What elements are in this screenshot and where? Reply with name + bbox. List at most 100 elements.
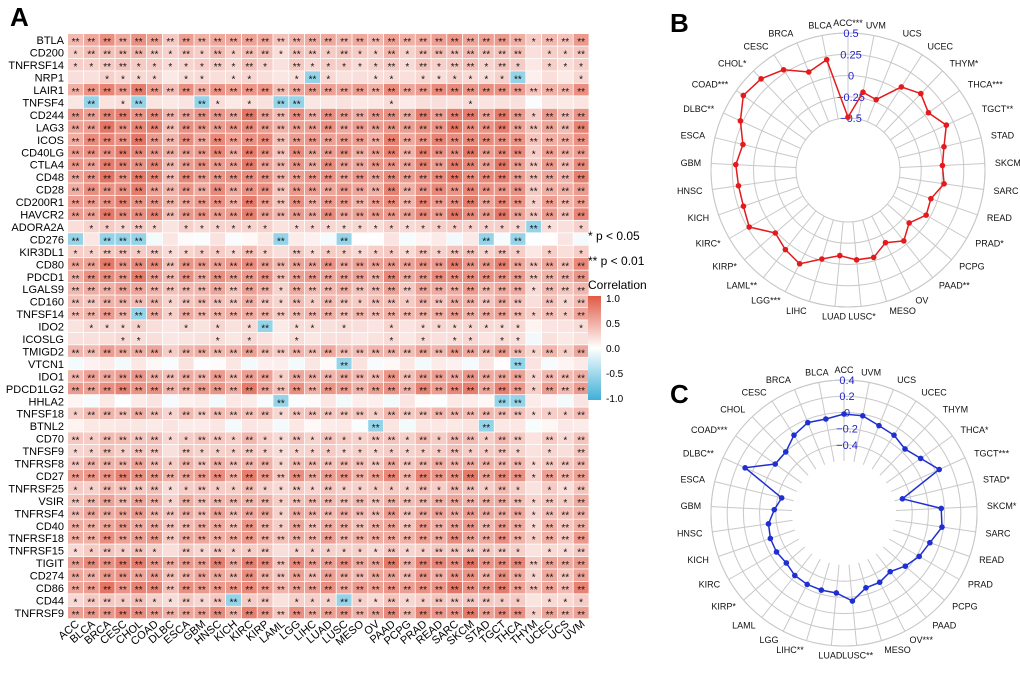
significance-mark: **	[103, 149, 111, 160]
significance-mark: **	[309, 386, 317, 397]
heatmap-cell	[352, 220, 368, 233]
heatmap-cell	[384, 146, 399, 158]
significance-mark: **	[135, 99, 143, 110]
heatmap-row-label: ICOSLG	[22, 334, 64, 346]
significance-mark: *	[390, 224, 394, 235]
heatmap-cell	[162, 407, 178, 420]
heatmap-cell	[68, 121, 83, 133]
heatmap-cell	[147, 283, 162, 295]
heatmap-cell	[526, 245, 542, 258]
heatmap-cell	[384, 208, 399, 220]
radar-axis-label: DLBC**	[683, 449, 715, 459]
significance-mark: **	[388, 124, 396, 135]
heatmap-cell	[194, 432, 210, 445]
heatmap-cell	[573, 320, 589, 332]
significance-mark: *	[200, 50, 204, 61]
significance-mark: **	[372, 348, 380, 359]
heatmap-cell	[115, 121, 131, 133]
significance-mark: **	[561, 112, 569, 123]
heatmap-cell	[415, 270, 431, 283]
heatmap-cell	[178, 233, 194, 245]
heatmap-cell	[557, 307, 573, 320]
significance-mark: **	[151, 485, 159, 496]
heatmap-cell	[352, 96, 368, 108]
significance-mark: **	[103, 249, 111, 260]
significance-mark: **	[419, 473, 427, 484]
heatmap-cell	[431, 108, 447, 121]
heatmap-cell	[431, 233, 447, 245]
heatmap-cell	[368, 357, 384, 370]
heatmap-cell	[178, 83, 194, 96]
heatmap-cell	[305, 469, 320, 482]
heatmap-cell	[83, 357, 99, 370]
heatmap-row-label: BTLA	[36, 35, 64, 47]
heatmap-row-label: VSIR	[38, 496, 64, 508]
heatmap-cell	[320, 382, 336, 395]
heatmap-cell	[431, 71, 447, 83]
heatmap-cell	[431, 258, 447, 270]
significance-mark: *	[548, 224, 552, 235]
significance-mark: **	[182, 87, 190, 98]
significance-mark: **	[214, 62, 222, 73]
significance-mark: **	[245, 249, 253, 260]
radar-axis-label: TGCT**	[982, 104, 1014, 114]
significance-mark: **	[546, 212, 554, 223]
significance-mark: *	[484, 324, 488, 335]
heatmap-cell	[368, 295, 384, 308]
radar-axis-label: LAML	[732, 620, 756, 630]
significance-mark: *	[311, 249, 315, 260]
heatmap-cell	[542, 121, 557, 133]
heatmap-cell	[526, 71, 542, 83]
heatmap-cell	[463, 469, 478, 482]
heatmap-cell	[305, 121, 320, 133]
heatmap-cell	[241, 295, 257, 308]
significance-mark: **	[230, 386, 238, 397]
heatmap-cell	[447, 258, 463, 270]
radar-axis-label: THCA***	[968, 80, 1004, 90]
significance-mark: **	[72, 124, 80, 135]
heatmap-cell	[463, 245, 478, 258]
heatmap-cell	[478, 395, 494, 407]
significance-mark: **	[72, 112, 80, 123]
heatmap-cell	[83, 245, 99, 258]
significance-mark: **	[309, 50, 317, 61]
significance-mark: *	[326, 50, 330, 61]
heatmap-cell	[178, 332, 194, 345]
significance-mark: *	[89, 62, 93, 73]
heatmap-cell	[478, 469, 494, 482]
significance-mark: **	[435, 149, 443, 160]
significance-mark: **	[419, 62, 427, 73]
significance-mark: *	[532, 149, 536, 160]
heatmap-cell	[99, 320, 115, 332]
significance-mark: **	[577, 386, 585, 397]
significance-mark: **	[419, 199, 427, 210]
significance-mark: **	[135, 187, 143, 198]
radar-axis-label: STAD	[991, 130, 1015, 140]
heatmap-cell	[241, 170, 257, 183]
heatmap-cell	[336, 295, 352, 308]
heatmap-cell	[83, 332, 99, 345]
heatmap-cell	[178, 295, 194, 308]
heatmap-cell	[115, 332, 131, 345]
panel-letter-c: C	[670, 379, 689, 409]
significance-mark: **	[577, 187, 585, 198]
significance-mark: **	[135, 436, 143, 447]
significance-mark: *	[279, 461, 283, 472]
significance-mark: **	[435, 348, 443, 359]
heatmap-cell	[257, 208, 273, 220]
significance-mark: **	[324, 149, 332, 160]
heatmap-cell	[415, 283, 431, 295]
significance-mark: **	[419, 137, 427, 148]
significance-mark: **	[87, 411, 95, 422]
heatmap-cell	[178, 270, 194, 283]
radar-axis-label: DLBC**	[683, 104, 715, 114]
heatmap-cell	[447, 146, 463, 158]
heatmap-cell	[557, 96, 573, 108]
significance-mark: *	[532, 112, 536, 123]
significance-mark: **	[230, 149, 238, 160]
heatmap-cell	[194, 233, 210, 245]
heatmap-cell	[399, 121, 415, 133]
heatmap-cell	[463, 258, 478, 270]
heatmap-cell	[336, 170, 352, 183]
significance-mark: **	[340, 199, 348, 210]
